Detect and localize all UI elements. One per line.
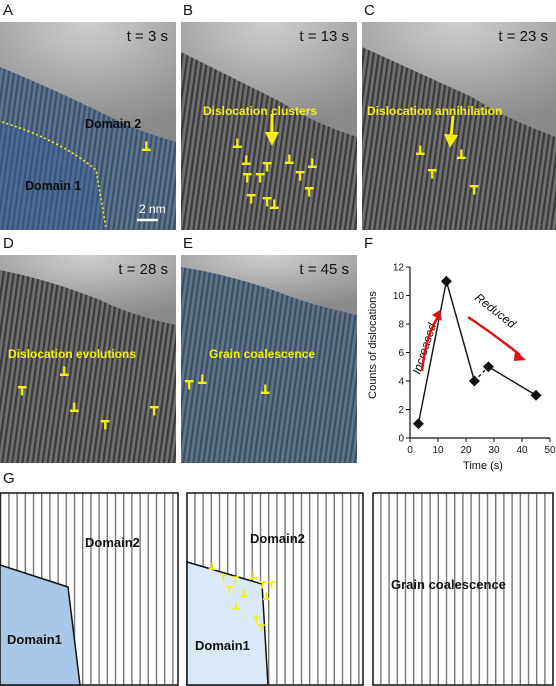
g-mid-domain1-label: Domain1	[195, 638, 250, 653]
dislocation-marker: ┳	[250, 571, 257, 584]
dislocation-marker: ┳	[263, 156, 272, 172]
panel-e-time: t = 45 s	[299, 261, 349, 278]
series-line-segment	[417, 281, 448, 424]
dislocation-marker: ┳	[233, 138, 242, 154]
dislocation-marker: ┳	[285, 154, 294, 170]
dislocation-marker: ┳	[209, 562, 216, 575]
schematic-left	[0, 492, 179, 686]
panel-a-tem-image: t = 3 s Domain 2 Domain 1 ┳ 2 nm	[0, 22, 176, 230]
series-line-segment	[488, 366, 537, 396]
panel-letter-g: G	[3, 470, 15, 487]
x-tick-label: 50	[544, 445, 556, 456]
dislocation-marker: ┳	[470, 179, 479, 195]
panel-letter-e: E	[183, 235, 194, 252]
y-axis-label: Counts of dislocations	[367, 291, 379, 399]
panel-letter-b: B	[183, 2, 194, 19]
panel-d-caption: Dislocation evolutions	[8, 347, 137, 361]
dislocation-marker: ┳	[308, 158, 317, 174]
dislocation-marker: ┳	[261, 384, 270, 400]
dislocation-marker: ┳	[101, 414, 110, 430]
dislocation-marker: ┳	[416, 145, 425, 161]
dislocation-marker: ┳	[256, 167, 265, 183]
dislocation-marker: ┳	[70, 402, 79, 418]
g-right-caption: Grain coalescence	[391, 577, 506, 592]
panel-a-domain1-label: Domain 1	[25, 179, 82, 193]
dislocation-marker: ┳	[220, 569, 227, 582]
panel-d-tem-image: t = 28 s Dislocation evolutions ┳ ┳ ┳ ┳ …	[0, 255, 176, 463]
dislocation-marker: ┳	[233, 602, 240, 615]
dislocation-marker: ┳	[259, 576, 266, 589]
data-point	[530, 389, 542, 401]
dislocation-marker: ┳	[263, 191, 272, 207]
panel-b-tem-image: t = 13 s Dislocation clusters ┳ ┳ ┳ ┳ ┳ …	[181, 22, 357, 230]
y-tick-label: 0	[398, 434, 404, 445]
dislocation-marker: ┳	[185, 374, 194, 390]
x-tick-label: 20	[460, 445, 472, 456]
panel-d-time: t = 28 s	[118, 261, 168, 278]
dislocation-marker: ┳	[253, 611, 260, 624]
increased-arrowhead-icon	[432, 310, 442, 321]
panel-b-time: t = 13 s	[299, 28, 349, 45]
panel-c-caption: Dislocation annihilation	[367, 104, 503, 118]
dislocation-marker: ┳	[305, 181, 314, 197]
dislocation-marker: ┳	[270, 199, 279, 215]
x-axis-label: Time (s)	[463, 460, 503, 472]
schematic-middle	[186, 492, 364, 686]
panel-c-time: t = 23 s	[498, 28, 548, 45]
data-point	[482, 361, 494, 373]
dislocation-marker: ┳	[457, 149, 466, 165]
panel-e-tem-image: t = 45 s Grain coalescence ┳ ┳ ┳	[181, 255, 357, 463]
dislocation-marker: ┳	[60, 366, 69, 382]
schematic-right	[372, 492, 554, 686]
data-point	[412, 418, 424, 430]
x-tick-label: 10	[432, 445, 444, 456]
data-point	[440, 275, 452, 287]
g-left-domain1-label: Domain1	[7, 632, 62, 647]
g-left-domain2-label: Domain2	[85, 535, 140, 550]
y-tick-label: 10	[393, 291, 405, 302]
reduced-arrowhead-icon	[514, 350, 526, 361]
panel-letter-d: D	[3, 235, 14, 252]
dislocation-marker: ┳	[150, 400, 159, 416]
dislocation-marker: ┳	[232, 571, 239, 584]
increased-arrow-icon	[420, 316, 440, 372]
panel-letter-a: A	[3, 2, 14, 19]
dislocation-marker: ┳	[247, 188, 256, 204]
dislocation-marker: ┳	[243, 167, 252, 183]
dislocation-marker: ┳	[226, 581, 233, 594]
series-line-segment	[445, 281, 476, 382]
dislocation-marker: ┳	[428, 163, 437, 179]
x-tick-label: 0	[407, 445, 413, 456]
y-tick-label: 4	[398, 377, 404, 388]
panel-b-caption: Dislocation clusters	[203, 104, 318, 118]
scale-bar-label: 2 nm	[139, 202, 166, 216]
g-mid-domain2-label: Domain2	[250, 531, 305, 546]
dislocation-marker: ┳	[296, 165, 305, 181]
panel-letter-f: F	[364, 235, 374, 252]
dislocation-marker: ┳	[268, 576, 275, 589]
dislocation-marker: ┳	[258, 619, 265, 632]
dislocation-marker: ┳	[18, 380, 27, 396]
y-tick-label: 6	[398, 348, 404, 359]
panel-c-tem-image: t = 23 s Dislocation annihilation ┳ ┳ ┳ …	[362, 22, 556, 230]
y-tick-label: 12	[393, 263, 405, 274]
dislocation-marker: ┳	[241, 589, 248, 602]
panel-e-caption: Grain coalescence	[209, 347, 316, 361]
panel-a-domain2-label: Domain 2	[85, 117, 142, 131]
panel-f-chart: 0 2 4 6 8 10 12 0 10 20 30 40 50 Counts of dislocati…	[367, 263, 556, 473]
dislocation-marker: ┳	[263, 592, 270, 605]
y-tick-label: 2	[398, 405, 404, 416]
data-point	[468, 375, 480, 387]
dislocation-marker: ┳	[142, 141, 151, 157]
x-tick-label: 40	[516, 445, 528, 456]
panel-letter-c: C	[364, 2, 375, 19]
dislocation-marker: ┳	[198, 374, 207, 390]
y-tick-label: 8	[398, 320, 404, 331]
panel-a-time: t = 3 s	[126, 28, 168, 45]
x-tick-label: 30	[488, 445, 500, 456]
